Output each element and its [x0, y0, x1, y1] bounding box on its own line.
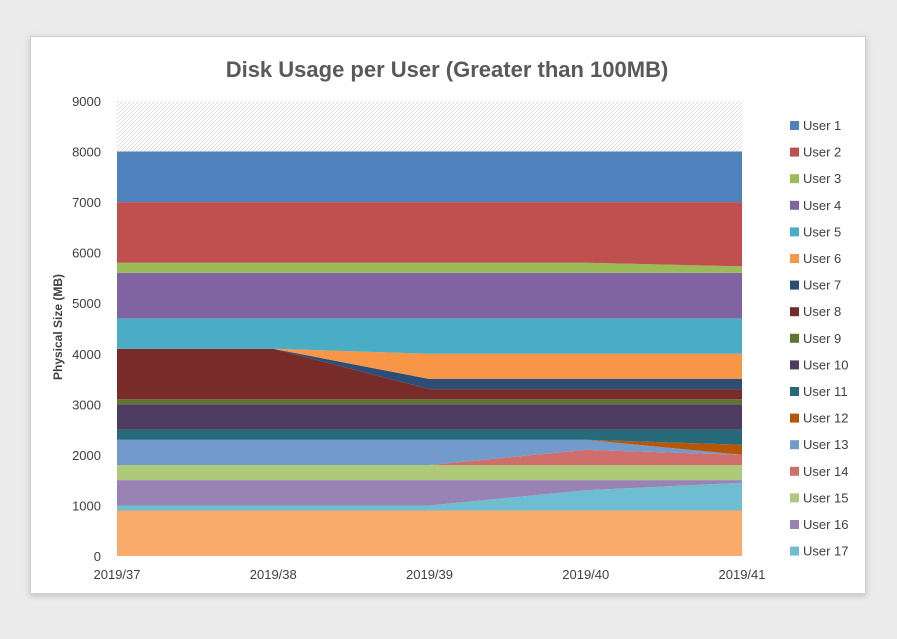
- legend-swatch-user-11: [790, 387, 799, 396]
- y-tick-label: 9000: [72, 94, 101, 109]
- area-user-11: [117, 429, 742, 445]
- area-user-2: [117, 202, 742, 267]
- legend-swatch-user-1: [790, 121, 799, 130]
- y-tick-label: 8000: [72, 145, 101, 160]
- legend-swatch-user-8: [790, 307, 799, 317]
- legend-label-user-12: User 12: [803, 411, 849, 426]
- legend-label-user-1: User 1: [803, 118, 841, 133]
- y-tick-label: 0: [94, 549, 101, 564]
- y-tick-label: 6000: [72, 246, 101, 261]
- legend-swatch-user-16: [790, 520, 799, 529]
- y-tick-label: 7000: [72, 195, 101, 210]
- area-user-17: [117, 482, 742, 511]
- legend-label-user-7: User 7: [803, 278, 841, 293]
- x-tick-label: 2019/39: [406, 567, 453, 582]
- legend-swatch-user-13: [790, 440, 799, 450]
- legend-label-user-2: User 2: [803, 145, 841, 160]
- area-user-5: [117, 318, 742, 354]
- area-user-15: [117, 465, 742, 481]
- area-user-8: [117, 348, 742, 400]
- legend-label-user-11: User 11: [803, 384, 848, 399]
- legend-label-user-9: User 9: [803, 331, 841, 346]
- plot-hatched-band: [117, 101, 742, 152]
- area-user-18: [117, 510, 742, 556]
- x-tick-label: 2019/37: [94, 567, 141, 582]
- area-user-10: [117, 404, 742, 430]
- legend-label-user-3: User 3: [803, 171, 841, 186]
- area-user-1: [117, 151, 742, 203]
- legend-label-user-14: User 14: [803, 464, 849, 479]
- legend-swatch-user-7: [790, 280, 799, 290]
- area-user-4: [117, 272, 742, 319]
- legend-swatch-user-3: [790, 174, 799, 184]
- y-tick-label: 3000: [72, 397, 101, 412]
- area-user-7: [117, 348, 742, 390]
- legend-label-user-6: User 6: [803, 251, 841, 266]
- y-tick-label: 2000: [72, 448, 101, 463]
- legend-label-user-13: User 13: [803, 437, 849, 452]
- legend-swatch-user-17: [790, 546, 799, 556]
- y-tick-label: 5000: [72, 296, 101, 311]
- area-user-9: [117, 399, 742, 405]
- legend-swatch-user-15: [790, 493, 799, 503]
- y-axis-label: Physical Size (MB): [51, 274, 65, 380]
- legend-label-user-15: User 15: [803, 490, 849, 505]
- legend-swatch-user-14: [790, 466, 799, 476]
- legend-label-user-4: User 4: [803, 198, 841, 213]
- y-tick-label: 1000: [72, 498, 101, 513]
- area-user-6: [117, 348, 742, 380]
- legend-label-user-10: User 10: [803, 357, 849, 372]
- legend-swatch-user-9: [790, 333, 799, 343]
- legend-swatch-user-4: [790, 200, 799, 210]
- area-user-3: [117, 262, 742, 273]
- x-tick-label: 2019/40: [562, 567, 609, 582]
- legend-swatch-user-10: [790, 360, 799, 370]
- x-tick-label: 2019/41: [719, 567, 766, 582]
- chart-card: Disk Usage per User (Greater than 100MB)…: [30, 36, 866, 594]
- legend-swatch-user-6: [790, 254, 799, 263]
- chart-svg: Disk Usage per User (Greater than 100MB)…: [51, 57, 849, 582]
- legend-label-user-5: User 5: [803, 224, 841, 239]
- area-user-13: [117, 439, 742, 465]
- legend-swatch-user-12: [790, 413, 799, 423]
- x-tick-label: 2019/38: [250, 567, 297, 582]
- area-user-14: [117, 449, 742, 465]
- legend-swatch-user-5: [790, 227, 799, 237]
- legend-label-user-17: User 17: [803, 544, 849, 559]
- legend-label-user-8: User 8: [803, 304, 841, 319]
- legend-swatch-user-2: [790, 147, 799, 157]
- legend-label-user-16: User 16: [803, 517, 849, 532]
- area-user-16: [117, 480, 742, 506]
- y-tick-label: 4000: [72, 347, 101, 362]
- chart-title: Disk Usage per User (Greater than 100MB): [226, 57, 669, 82]
